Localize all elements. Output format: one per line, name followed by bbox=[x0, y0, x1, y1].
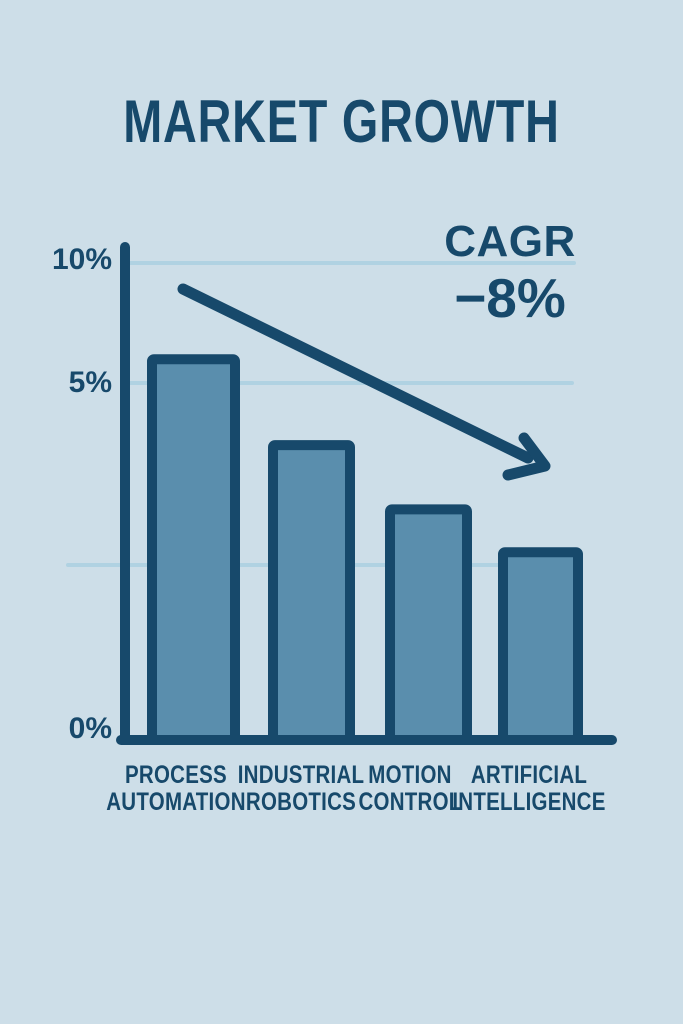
downward-trend-arrow-icon bbox=[177, 283, 551, 481]
bar-artificial-intelligence bbox=[498, 547, 583, 745]
page-title: MARKET GROWTH bbox=[123, 88, 560, 155]
trend-arrow-head bbox=[502, 432, 551, 481]
y-tick-label-0: 0% bbox=[68, 712, 112, 745]
cagr-label: CAGR bbox=[444, 217, 576, 266]
bar-industrial-robotics bbox=[268, 440, 355, 745]
y-tick-label-5: 5% bbox=[68, 366, 112, 399]
cagr-value: −8% bbox=[454, 267, 566, 329]
y-tick-label-10: 10% bbox=[51, 243, 112, 276]
bar-motion-control bbox=[385, 504, 472, 745]
trend-arrow-shaft bbox=[177, 283, 534, 464]
bar-series bbox=[147, 354, 583, 745]
bar-process-automation bbox=[147, 354, 240, 745]
